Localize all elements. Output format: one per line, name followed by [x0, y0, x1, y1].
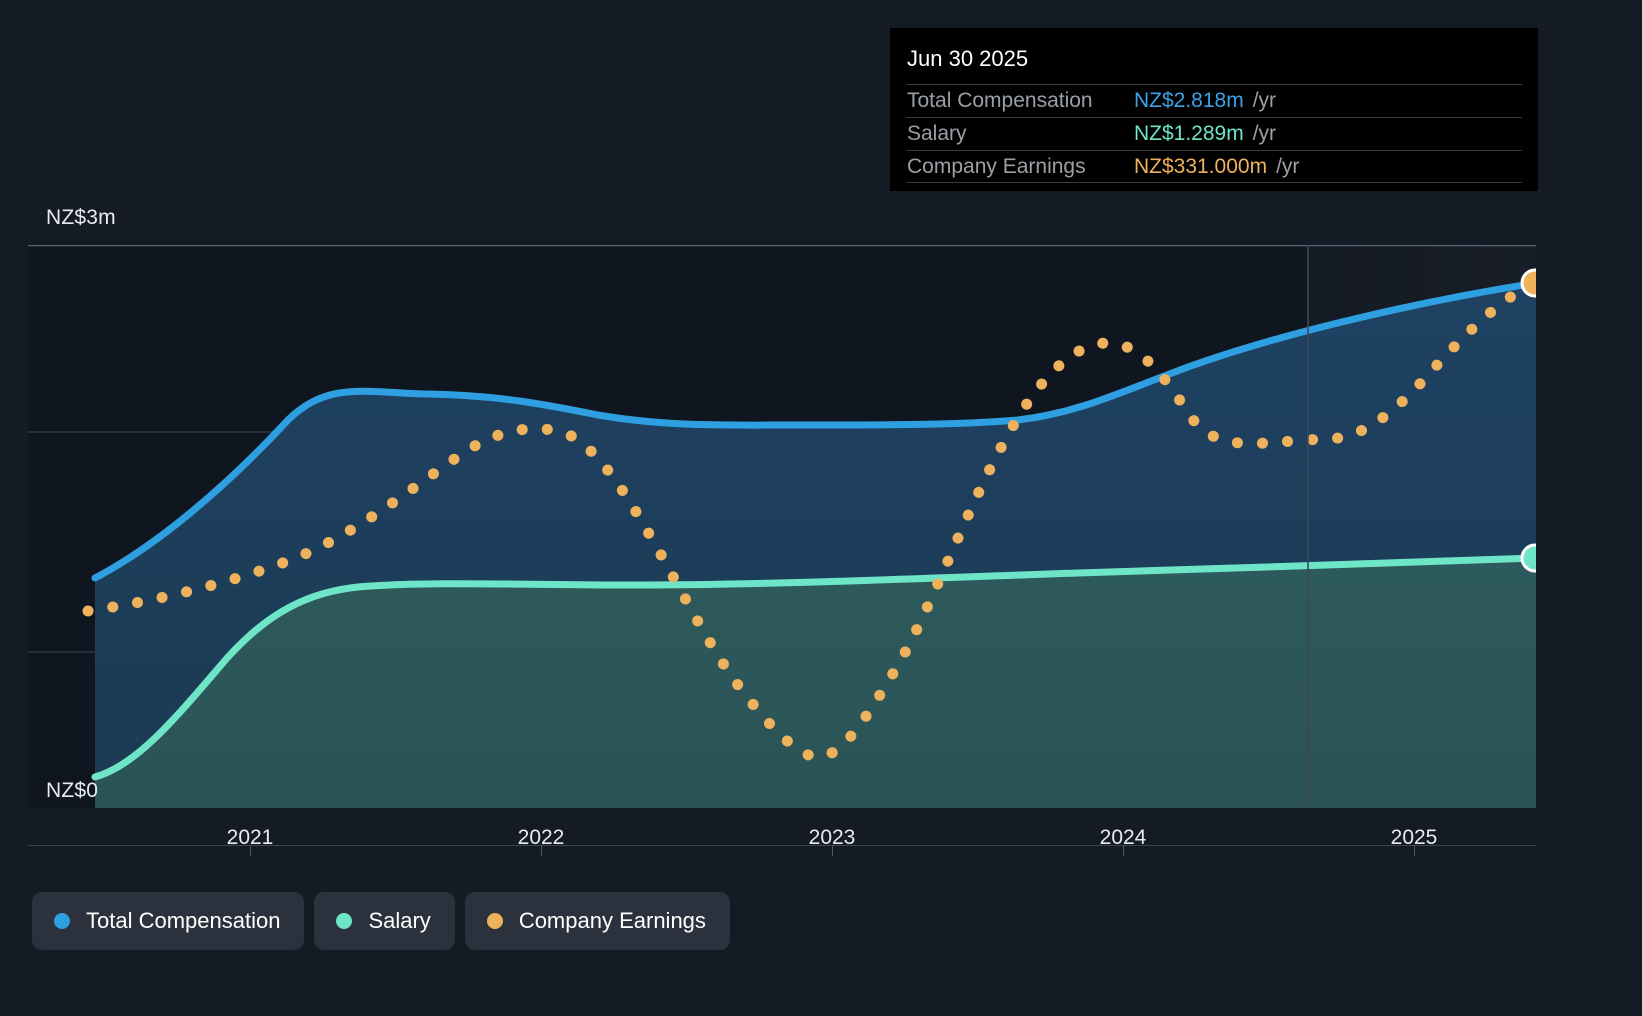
chart-legend: Total Compensation Salary Company Earnin… — [32, 892, 730, 950]
x-axis-label-2025: 2025 — [1390, 826, 1438, 849]
tooltip-unit-total-compensation: /yr — [1252, 89, 1277, 112]
chart-tooltip: Jun 30 2025 Total Compensation NZ$2.818m… — [890, 28, 1538, 191]
y-axis-label-bottom: NZ$0 — [46, 779, 99, 802]
plot-area — [28, 245, 1536, 808]
tooltip-label-company-earnings: Company Earnings — [907, 154, 1086, 178]
total-compensation-line — [91, 279, 1536, 582]
tooltip-row-total-compensation: Total Compensation NZ$2.818m /yr — [906, 84, 1522, 117]
x-axis-line — [28, 845, 1536, 846]
legend-label-salary: Salary — [368, 908, 431, 933]
legend-item-total-compensation[interactable]: Total Compensation — [32, 892, 305, 950]
tooltip-value-company-earnings: NZ$331.000m — [1134, 154, 1268, 178]
tooltip-row-company-earnings: Company Earnings NZ$331.000m /yr — [906, 150, 1522, 183]
legend-item-salary[interactable]: Salary — [314, 892, 455, 950]
legend-dot-icon-total-compensation — [54, 913, 70, 929]
x-axis-tick-2021 — [250, 845, 251, 856]
salary-endpoint-marker — [1520, 543, 1536, 573]
x-axis-tick-2022 — [541, 845, 542, 856]
x-axis-label-2023: 2023 — [808, 826, 856, 849]
x-axis-tick-2023 — [832, 845, 833, 856]
legend-label-company-earnings: Company Earnings — [518, 908, 706, 933]
x-axis-label-2021: 2021 — [226, 826, 274, 849]
salary-line — [91, 554, 1536, 781]
chart-svg — [28, 245, 1536, 808]
tooltip-row-salary: Salary NZ$1.289m /yr — [906, 117, 1522, 150]
tooltip-label-total-compensation: Total Compensation — [907, 89, 1093, 112]
legend-label-total-compensation: Total Compensation — [86, 908, 281, 933]
x-axis-tick-2024 — [1123, 845, 1124, 856]
y-axis-label-top: NZ$3m — [46, 206, 116, 229]
legend-dot-icon-salary — [336, 913, 353, 929]
x-axis-label-2022: 2022 — [517, 826, 565, 849]
tooltip-value-salary: NZ$1.289m — [1134, 122, 1244, 145]
company-earnings-endpoint-marker — [1520, 268, 1536, 298]
x-axis-label-2024: 2024 — [1099, 826, 1147, 849]
tooltip-unit-salary: /yr — [1252, 122, 1277, 145]
salary-area — [95, 558, 1536, 808]
tooltip-date: Jun 30 2025 — [907, 46, 1029, 71]
legend-item-company-earnings[interactable]: Company Earnings — [464, 892, 730, 950]
tooltip-unit-company-earnings: /yr — [1276, 154, 1300, 178]
tooltip-value-total-compensation: NZ$2.818m — [1134, 89, 1244, 112]
legend-dot-icon-company-earnings — [486, 913, 503, 929]
tooltip-label-salary: Salary — [907, 122, 967, 145]
x-axis-tick-2025 — [1414, 845, 1415, 856]
